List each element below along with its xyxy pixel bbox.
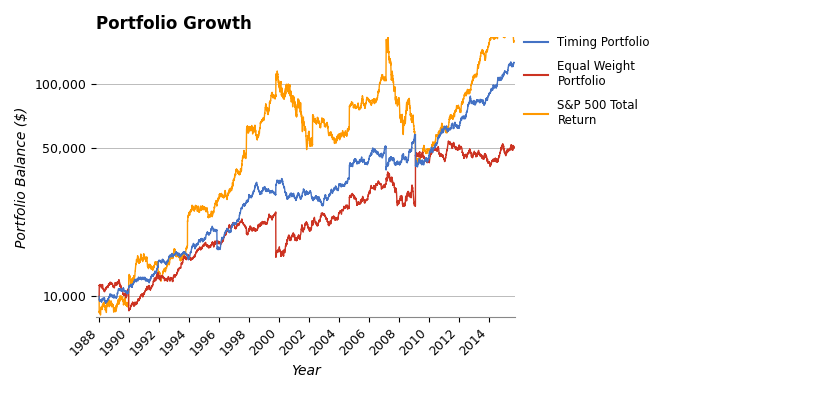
Legend: Timing Portfolio, Equal Weight
Portfolio, S&P 500 Total
Return: Timing Portfolio, Equal Weight Portfolio… <box>520 32 654 131</box>
S&P 500 Total
Return <box>300 126 310 130</box>
Timing Portfolio <box>300 189 310 194</box>
Equal Weight
Portfolio <box>123 309 134 313</box>
S&P 500 Total
Return <box>246 127 256 131</box>
Line: S&P 500 Total
Return: S&P 500 Total Return <box>99 23 514 315</box>
S&P 500 Total
Return <box>94 294 104 299</box>
Timing Portfolio <box>365 154 375 158</box>
S&P 500 Total
Return <box>96 313 106 318</box>
S&P 500 Total
Return <box>365 99 375 104</box>
Line: Equal Weight
Portfolio: Equal Weight Portfolio <box>99 141 514 311</box>
S&P 500 Total
Return <box>249 127 260 132</box>
S&P 500 Total
Return <box>509 39 519 43</box>
Timing Portfolio <box>249 187 260 191</box>
Equal Weight
Portfolio <box>113 281 123 286</box>
Timing Portfolio <box>324 193 334 198</box>
Timing Portfolio <box>113 290 123 295</box>
Y-axis label: Portfolio Balance ($): Portfolio Balance ($) <box>15 107 29 248</box>
Equal Weight
Portfolio <box>365 189 375 193</box>
Text: Portfolio Growth: Portfolio Growth <box>96 15 252 33</box>
Timing Portfolio <box>509 60 519 65</box>
Timing Portfolio <box>506 59 516 64</box>
X-axis label: Year: Year <box>291 364 321 378</box>
Equal Weight
Portfolio <box>300 226 310 230</box>
Timing Portfolio <box>101 301 111 306</box>
S&P 500 Total
Return <box>324 133 334 138</box>
Line: Timing Portfolio: Timing Portfolio <box>99 62 514 303</box>
Equal Weight
Portfolio <box>324 222 334 227</box>
Timing Portfolio <box>94 294 104 299</box>
Timing Portfolio <box>246 194 256 198</box>
Equal Weight
Portfolio <box>94 294 104 299</box>
Equal Weight
Portfolio <box>444 139 454 143</box>
S&P 500 Total
Return <box>113 301 123 306</box>
Equal Weight
Portfolio <box>246 225 256 230</box>
Equal Weight
Portfolio <box>509 145 519 150</box>
S&P 500 Total
Return <box>503 20 513 25</box>
Equal Weight
Portfolio <box>249 226 260 231</box>
